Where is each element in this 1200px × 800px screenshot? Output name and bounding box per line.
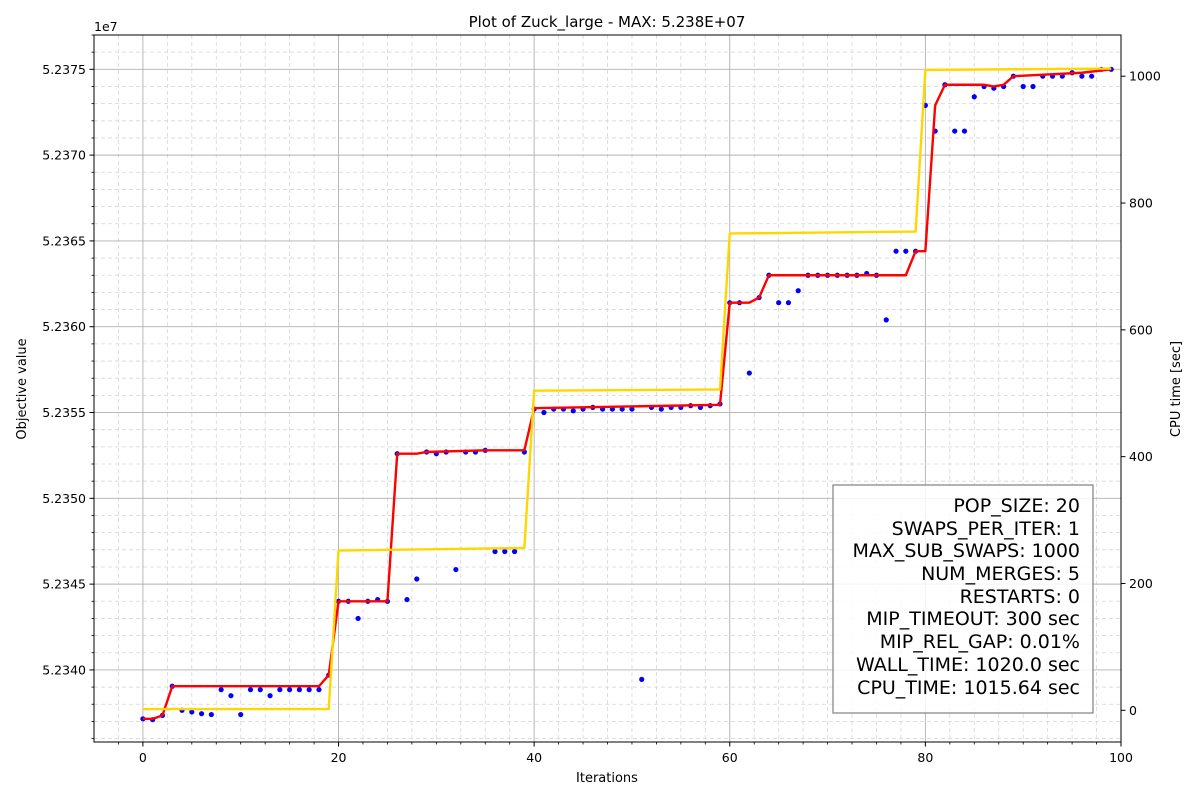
x-tick-label: 100 (1109, 750, 1133, 765)
scatter-point (1089, 73, 1095, 79)
scatter-point (883, 317, 889, 323)
scatter-point (287, 687, 293, 693)
x-tick-label: 60 (722, 750, 738, 765)
info-line: RESTARTS: 0 (960, 586, 1080, 608)
y-axis: 5.2340 5.2345 5.2350 5.2355 5.2360 5.2365 5.23… (42, 34, 94, 739)
info-line: NUM_MERGES: 5 (921, 563, 1080, 585)
info-box-frame (832, 484, 1094, 714)
x-axis: 0 20 40 60 80 100 (118, 742, 1133, 765)
scatter-point (198, 711, 205, 717)
scatter-point (355, 615, 361, 622)
scatter-point (492, 548, 498, 555)
scatter-point (893, 248, 899, 254)
scatter-point (316, 687, 322, 693)
x-axis-label: Iterations (576, 771, 638, 786)
cpu-time-line (142, 67, 1112, 711)
scatter-point (267, 693, 273, 699)
scatter-point (570, 408, 576, 414)
y2-tick-label: 1000 (1129, 69, 1161, 84)
y2-tick-label: 400 (1129, 449, 1153, 464)
info-line: MAX_SUB_SWAPS: 1000 (852, 540, 1080, 562)
best-objective-line (142, 68, 1112, 721)
y-tick-label: 5.2365 (42, 233, 86, 248)
x-tick-label: 40 (526, 750, 542, 765)
info-line: MIP_TIMEOUT: 300 sec (866, 608, 1080, 630)
scatter-point (1079, 73, 1085, 79)
scatter-point (208, 711, 214, 718)
y-tick-label: 5.2355 (42, 405, 86, 420)
y-tick-label: 5.2340 (42, 662, 86, 677)
info-box: POP_SIZE: 20 SWAPS_PER_ITER: 1 MAX_SUB_S… (832, 484, 1094, 714)
scatter-point (257, 687, 263, 693)
scatter-point (511, 548, 518, 555)
chart-title: Plot of Zuck_large - MAX: 5.238E+07 (469, 13, 746, 32)
scatter-point (952, 128, 958, 134)
y2-tick-label: 200 (1129, 576, 1153, 591)
scatter-point (414, 576, 420, 582)
scatter-point (247, 687, 254, 693)
scatter-point (785, 300, 792, 306)
x-tick-label: 20 (331, 750, 347, 765)
y2-axis-label: CPU time [sec] (1169, 341, 1184, 437)
scatter-point (306, 687, 312, 693)
scatter-point (296, 687, 302, 693)
y-tick-label: 5.2360 (42, 319, 86, 334)
scatter-point (218, 687, 224, 693)
scatter-point (277, 687, 283, 693)
scatter-point (961, 128, 968, 134)
y-offset-label: 1e7 (94, 19, 118, 34)
info-line: MIP_REL_GAP: 0.01% (880, 631, 1080, 653)
info-line: CPU_TIME: 1015.64 sec (857, 677, 1080, 699)
info-line: SWAPS_PER_ITER: 1 (892, 518, 1080, 540)
info-line: WALL_TIME: 1020.0 sec (856, 654, 1080, 676)
scatter-point (238, 711, 244, 718)
scatter-point (453, 566, 459, 573)
scatter-point (903, 248, 909, 254)
y2-tick-label: 600 (1129, 322, 1153, 337)
series-layer (140, 66, 1114, 723)
y2-tick-label: 800 (1129, 196, 1153, 211)
y-tick-label: 5.2370 (42, 148, 86, 163)
scatter-point (189, 709, 195, 715)
scatter-point (971, 94, 977, 100)
minor-grid (94, 34, 1121, 742)
info-line: POP_SIZE: 20 (953, 495, 1080, 517)
scatter-point (795, 288, 801, 294)
scatter-point (639, 676, 645, 682)
y-tick-label: 5.2350 (42, 491, 86, 506)
scatter-point (404, 596, 410, 603)
scatter-point (502, 548, 508, 555)
scatter-point (1030, 83, 1036, 90)
x-tick-label: 0 (139, 750, 147, 765)
y-axis-label: Objective value (15, 338, 30, 439)
y2-tick-label: 0 (1129, 703, 1137, 718)
scatter-point (746, 370, 752, 376)
x-tick-label: 80 (917, 750, 933, 765)
scatter-point (776, 300, 782, 306)
y2-axis: 0 200 400 600 800 1000 (1121, 69, 1161, 718)
scatter-point (658, 406, 664, 412)
y-tick-label: 5.2345 (42, 577, 86, 592)
scatter-point (629, 406, 635, 412)
y-tick-label: 5.2375 (42, 62, 86, 77)
scatter-point (228, 693, 234, 699)
scatter-point (541, 409, 547, 416)
scatter-point (1020, 83, 1026, 90)
